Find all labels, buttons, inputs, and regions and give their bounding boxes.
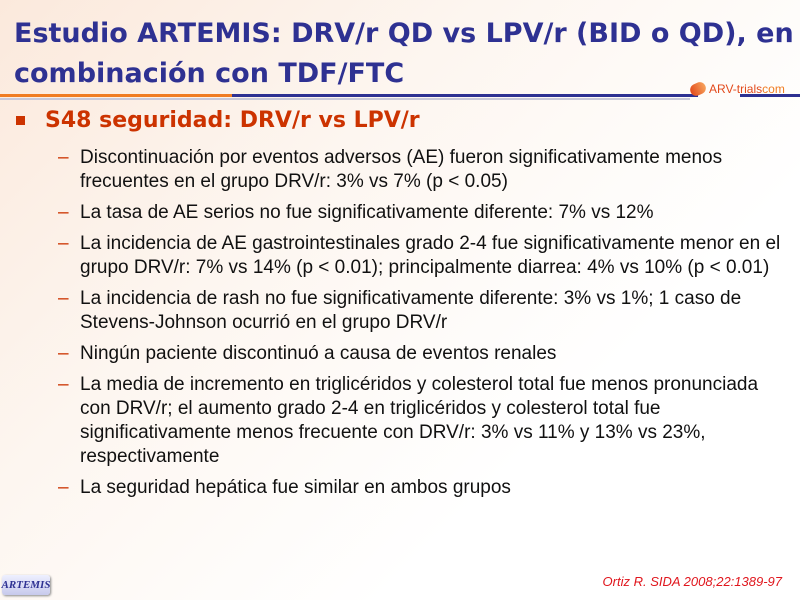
list-item-text: La media de incremento en triglicéridos … xyxy=(80,374,759,467)
list-item-text: Discontinuación por eventos adversos (AE… xyxy=(80,147,723,192)
section-heading: S48 seguridad: DRV/r vs LPV/r xyxy=(16,108,420,133)
title-divider xyxy=(0,94,232,97)
list-item-text: La incidencia de rash no fue significati… xyxy=(80,288,742,333)
list-item-text: Ningún paciente discontinuó a causa de e… xyxy=(80,343,557,364)
title-divider-shadow xyxy=(0,98,690,100)
list-item-text: La tasa de AE serios no fue significativ… xyxy=(80,202,654,223)
citation: Ortiz R. SIDA 2008;22:1389-97 xyxy=(602,574,782,589)
logo-suffix: com xyxy=(762,82,785,96)
dash-icon: – xyxy=(58,374,69,395)
dash-icon: – xyxy=(58,477,69,498)
list-item: – La incidencia de rash no fue significat… xyxy=(58,287,793,335)
bullet-list: – Discontinuación por eventos adversos (A… xyxy=(58,146,793,507)
dash-icon: – xyxy=(58,147,69,168)
list-item: – Discontinuación por eventos adversos (A… xyxy=(58,146,793,194)
dash-icon: – xyxy=(58,233,69,254)
square-bullet-icon xyxy=(16,116,25,125)
list-item: – La tasa de AE serios no fue significati… xyxy=(58,201,793,225)
heading-text: S48 seguridad: DRV/r vs LPV/r xyxy=(45,108,420,133)
list-item-text: La seguridad hepática fue similar en amb… xyxy=(80,477,511,498)
dash-icon: – xyxy=(58,288,69,309)
study-badge: ARTEMIS xyxy=(2,575,50,595)
pill-icon xyxy=(688,80,708,98)
arv-trials-logo: ARV-trialscom xyxy=(688,78,785,100)
title-divider xyxy=(740,94,800,97)
title-divider xyxy=(232,94,698,97)
list-item: – La seguridad hepática fue similar en am… xyxy=(58,476,793,500)
list-item: – Ningún paciente discontinuó a causa de … xyxy=(58,342,793,366)
list-item-text: La incidencia de AE gastrointestinales g… xyxy=(80,233,781,278)
dash-icon: – xyxy=(58,343,69,364)
list-item: – La incidencia de AE gastrointestinales … xyxy=(58,232,793,280)
logo-text: ARV-trials xyxy=(709,82,763,96)
slide-title: Estudio ARTEMIS: DRV/r QD vs LPV/r (BID … xyxy=(14,18,794,89)
list-item: – La media de incremento en triglicéridos… xyxy=(58,373,793,469)
dash-icon: – xyxy=(58,202,69,223)
